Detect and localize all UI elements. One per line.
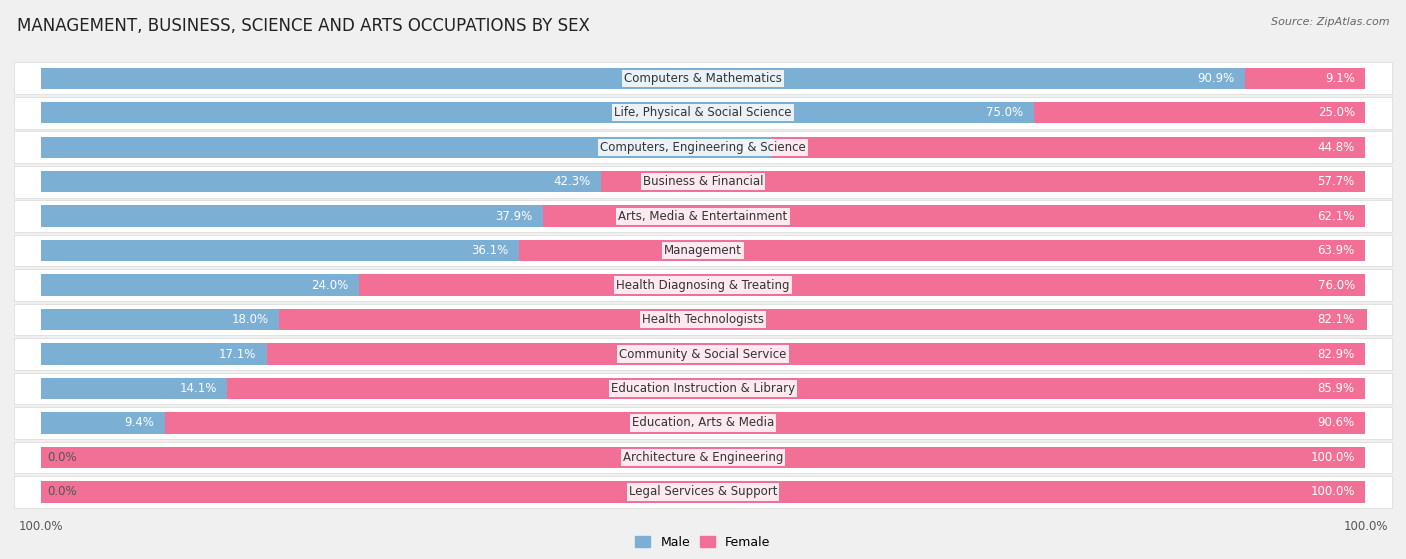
Bar: [278, 309, 1367, 330]
Bar: [41, 240, 519, 261]
Bar: [14, 63, 1392, 94]
Bar: [1035, 102, 1365, 124]
Bar: [41, 481, 1365, 503]
Text: 37.9%: 37.9%: [495, 210, 531, 222]
Text: 9.1%: 9.1%: [1324, 72, 1355, 85]
Text: 0.0%: 0.0%: [48, 451, 77, 464]
Bar: [267, 343, 1365, 364]
Legend: Male, Female: Male, Female: [630, 531, 776, 554]
Text: Education, Arts & Media: Education, Arts & Media: [631, 416, 775, 429]
Text: 90.9%: 90.9%: [1197, 72, 1234, 85]
Bar: [14, 235, 1392, 267]
Text: Arts, Media & Entertainment: Arts, Media & Entertainment: [619, 210, 787, 222]
Text: 82.1%: 82.1%: [1317, 313, 1355, 326]
Text: Health Technologists: Health Technologists: [643, 313, 763, 326]
Bar: [543, 206, 1365, 227]
Bar: [359, 274, 1365, 296]
Bar: [41, 206, 543, 227]
Text: 9.4%: 9.4%: [125, 416, 155, 429]
Bar: [772, 136, 1365, 158]
Bar: [14, 200, 1392, 232]
Bar: [41, 309, 278, 330]
Bar: [41, 102, 1035, 124]
Text: 44.8%: 44.8%: [1317, 141, 1355, 154]
Text: Education Instruction & Library: Education Instruction & Library: [612, 382, 794, 395]
Text: MANAGEMENT, BUSINESS, SCIENCE AND ARTS OCCUPATIONS BY SEX: MANAGEMENT, BUSINESS, SCIENCE AND ARTS O…: [17, 17, 589, 35]
Bar: [14, 407, 1392, 439]
Bar: [14, 131, 1392, 163]
Text: 18.0%: 18.0%: [232, 313, 269, 326]
Bar: [14, 338, 1392, 370]
Text: Source: ZipAtlas.com: Source: ZipAtlas.com: [1271, 17, 1389, 27]
Text: 100.0%: 100.0%: [1310, 485, 1355, 499]
Text: Community & Social Service: Community & Social Service: [619, 348, 787, 361]
Text: 14.1%: 14.1%: [180, 382, 217, 395]
Bar: [14, 166, 1392, 197]
Text: 85.9%: 85.9%: [1317, 382, 1355, 395]
Bar: [14, 476, 1392, 508]
Bar: [228, 378, 1365, 399]
Text: Health Diagnosing & Treating: Health Diagnosing & Treating: [616, 278, 790, 292]
Text: 90.6%: 90.6%: [1317, 416, 1355, 429]
Bar: [519, 240, 1365, 261]
Bar: [14, 97, 1392, 129]
Bar: [600, 171, 1365, 192]
Text: 57.7%: 57.7%: [1317, 175, 1355, 188]
Bar: [165, 413, 1365, 434]
Text: 55.2%: 55.2%: [724, 141, 761, 154]
Text: Management: Management: [664, 244, 742, 257]
Bar: [14, 373, 1392, 404]
Bar: [41, 378, 228, 399]
Text: 36.1%: 36.1%: [471, 244, 508, 257]
Bar: [41, 343, 267, 364]
Text: 82.9%: 82.9%: [1317, 348, 1355, 361]
Text: 100.0%: 100.0%: [1310, 451, 1355, 464]
Text: Legal Services & Support: Legal Services & Support: [628, 485, 778, 499]
Text: Architecture & Engineering: Architecture & Engineering: [623, 451, 783, 464]
Bar: [41, 171, 600, 192]
Text: Life, Physical & Social Science: Life, Physical & Social Science: [614, 106, 792, 119]
Bar: [14, 269, 1392, 301]
Bar: [41, 274, 359, 296]
Text: Business & Financial: Business & Financial: [643, 175, 763, 188]
Text: 75.0%: 75.0%: [987, 106, 1024, 119]
Bar: [41, 68, 1244, 89]
Bar: [14, 442, 1392, 473]
Text: 0.0%: 0.0%: [48, 485, 77, 499]
Bar: [14, 304, 1392, 335]
Text: 63.9%: 63.9%: [1317, 244, 1355, 257]
Bar: [41, 413, 165, 434]
Text: 62.1%: 62.1%: [1317, 210, 1355, 222]
Text: Computers, Engineering & Science: Computers, Engineering & Science: [600, 141, 806, 154]
Text: 76.0%: 76.0%: [1317, 278, 1355, 292]
Bar: [41, 447, 1365, 468]
Bar: [41, 136, 772, 158]
Text: 24.0%: 24.0%: [311, 278, 347, 292]
Bar: [1244, 68, 1365, 89]
Text: Computers & Mathematics: Computers & Mathematics: [624, 72, 782, 85]
Text: 42.3%: 42.3%: [553, 175, 591, 188]
Text: 17.1%: 17.1%: [219, 348, 256, 361]
Text: 25.0%: 25.0%: [1317, 106, 1355, 119]
